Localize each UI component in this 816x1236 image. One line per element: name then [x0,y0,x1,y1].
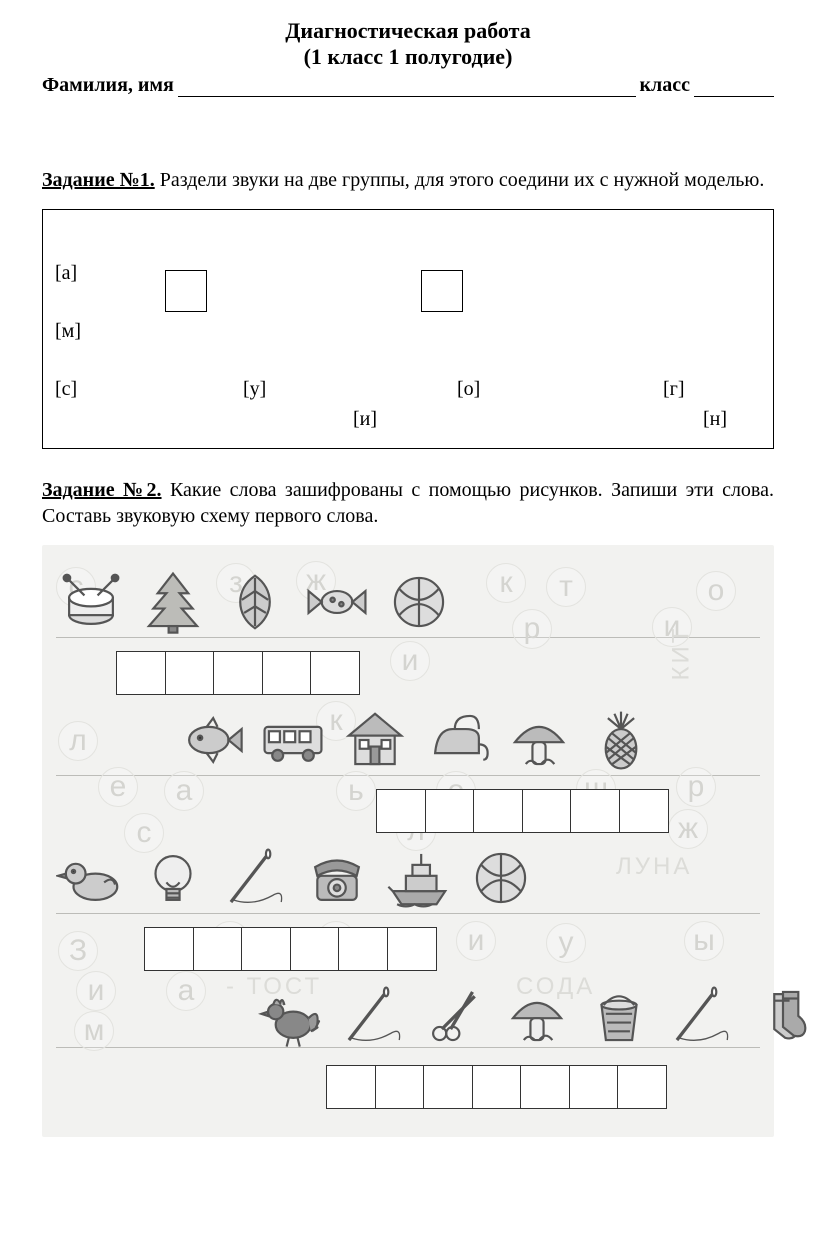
answer-cell[interactable] [619,789,669,833]
answer-cell[interactable] [472,1065,522,1109]
sound-g: [г] [663,378,685,401]
ghost-letter: т [546,567,586,607]
task1-text: Раздели звуки на две группы, для этого с… [155,169,765,191]
pineapple-icon [586,705,656,775]
doc-title-1: Диагностическая работа [42,18,774,44]
answer-cell[interactable] [520,1065,570,1109]
answer-cell[interactable] [290,927,340,971]
answer-cell[interactable] [241,927,291,971]
ghost-word: КИТ [667,626,695,681]
answer-cell[interactable] [213,651,263,695]
duck-icon [56,843,126,913]
class-underline[interactable] [694,77,774,97]
answer-cell[interactable] [116,651,166,695]
answer-cell[interactable] [262,651,312,695]
needle-icon [220,843,290,913]
task1-box: [а] [м] [с] [у] [о] [г] [и] [н] [42,209,774,449]
name-underline[interactable] [178,77,636,97]
ghost-letter: л [58,721,98,761]
task1-prompt: Задание №1. Раздели звуки на две группы,… [42,167,774,193]
bus-icon [258,705,328,775]
answer-cell[interactable] [375,1065,425,1109]
ball-icon [384,567,454,637]
task2-label: Задание №2. [42,479,162,501]
needle-icon [338,981,408,1051]
house-icon [340,705,410,775]
ghost-letter: и [456,921,496,961]
answer-cell[interactable] [310,651,360,695]
ghost-letter: ь [336,771,376,811]
fir-tree-icon [138,567,208,637]
phone-icon [302,843,372,913]
answer-cell[interactable] [423,1065,473,1109]
ghost-letter: р [512,609,552,649]
task2-illustration: сзжкторииКИТлкеаьошрслжЗкниуыиаЛУНА- ТОС… [42,545,774,1137]
task2-prompt: Задание №2. Какие слова зашифрованы с по… [42,477,774,529]
bucket-icon [584,981,654,1051]
answer-cell[interactable] [617,1065,667,1109]
socks-icon [748,981,816,1051]
candy-icon [302,567,372,637]
name-line: Фамилия, имя класс [42,74,774,97]
model-box-1 [165,270,207,312]
ghost-word: ЛУНА [616,853,692,881]
class-label: класс [640,74,691,97]
answer-cell[interactable] [144,927,194,971]
model-box-2 [421,270,463,312]
answer-cell[interactable] [425,789,475,833]
sound-s: [с] [55,378,77,401]
answer-cell[interactable] [569,1065,619,1109]
answer-cell[interactable] [522,789,572,833]
sound-i: [и] [353,408,377,431]
sound-u: [у] [243,378,266,401]
ball-icon [466,843,536,913]
fish-icon [176,705,246,775]
answer-cell[interactable] [387,927,437,971]
ghost-letter: р [676,767,716,807]
needle-icon [666,981,736,1051]
leaf-icon [220,567,290,637]
answer-cell[interactable] [473,789,523,833]
bulb-icon [138,843,208,913]
ghost-letter: у [546,923,586,963]
ghost-letter: м [74,1011,114,1051]
answer-cell[interactable] [193,927,243,971]
sound-o: [о] [457,378,480,401]
drum-icon [56,567,126,637]
mushroom-icon [504,705,574,775]
mushroom-icon [502,981,572,1051]
ghost-letter: а [164,771,204,811]
doc-title-2: (1 класс 1 полугодие) [42,44,774,70]
answer-cell[interactable] [165,651,215,695]
answer-cell[interactable] [376,789,426,833]
sound-n: [н] [703,408,727,431]
task1-label: Задание №1. [42,169,155,191]
sound-a: [а] [55,262,77,285]
iron-icon [422,705,492,775]
ghost-letter: о [696,571,736,611]
ship-icon [384,843,454,913]
answer-cell[interactable] [570,789,620,833]
ghost-letter: и [390,641,430,681]
ghost-letter: к [486,563,526,603]
rooster-icon [256,981,326,1051]
ghost-letter: е [98,767,138,807]
sound-m: [м] [55,320,81,343]
name-label: Фамилия, имя [42,74,174,97]
ghost-letter: ы [684,921,724,961]
scissors-icon [420,981,490,1051]
answer-cell[interactable] [338,927,388,971]
ghost-letter: З [58,931,98,971]
answer-cell[interactable] [326,1065,376,1109]
